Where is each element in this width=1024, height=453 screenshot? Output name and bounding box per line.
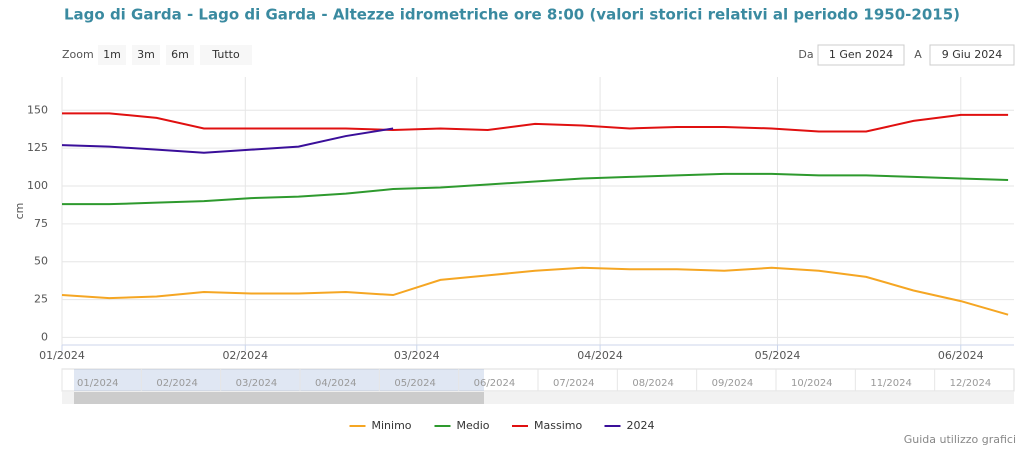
series-line <box>62 172 1009 206</box>
from-label: Da <box>798 48 813 61</box>
legend-label[interactable]: Massimo <box>534 419 582 432</box>
y-tick-label: 50 <box>34 255 48 268</box>
navigator-label: 06/2024 <box>474 378 516 389</box>
scrollbar-thumb[interactable] <box>74 392 484 404</box>
to-input[interactable] <box>929 44 1015 66</box>
navigator-label: 04/2024 <box>315 378 357 389</box>
x-tick-label: 02/2024 <box>222 349 268 362</box>
navigator-label: 03/2024 <box>236 378 278 389</box>
zoom-button[interactable] <box>98 45 126 65</box>
navigator-label: 02/2024 <box>156 378 198 389</box>
series-line <box>61 266 1009 316</box>
zoom-button-label[interactable]: 6m <box>171 48 189 61</box>
navigator-label: 10/2024 <box>791 378 833 389</box>
legend-label[interactable]: 2024 <box>627 419 655 432</box>
from-input[interactable] <box>817 44 905 66</box>
series-line <box>61 127 394 154</box>
navigator-selection[interactable] <box>74 369 484 391</box>
legend-label[interactable]: Medio <box>457 419 490 432</box>
series-line <box>62 112 1009 133</box>
navigator-label: 12/2024 <box>950 378 992 389</box>
y-tick-label: 0 <box>41 330 48 343</box>
navigator-label: 09/2024 <box>712 378 754 389</box>
zoom-button-label[interactable]: 3m <box>137 48 155 61</box>
from-date[interactable]: 1 Gen 2024 <box>829 48 893 61</box>
x-tick-label: 03/2024 <box>394 349 440 362</box>
zoom-button[interactable] <box>132 45 160 65</box>
zoom-button-label[interactable]: 1m <box>103 48 121 61</box>
to-date[interactable]: 9 Giu 2024 <box>942 48 1003 61</box>
y-tick-label: 100 <box>27 179 48 192</box>
zoom-button[interactable] <box>200 45 252 65</box>
navigator-label: 07/2024 <box>553 378 595 389</box>
chart-title: Lago di Garda - Lago di Garda - Altezze … <box>64 6 960 24</box>
navigator-label: 01/2024 <box>77 378 119 389</box>
x-tick-label: 05/2024 <box>755 349 801 362</box>
legend-label[interactable]: Minimo <box>372 419 412 432</box>
y-axis-label: cm <box>13 203 26 220</box>
x-tick-label: 04/2024 <box>577 349 623 362</box>
x-tick-label: 06/2024 <box>938 349 984 362</box>
zoom-label: Zoom <box>62 48 94 61</box>
y-tick-label: 25 <box>34 293 48 306</box>
navigator-label: 11/2024 <box>870 378 912 389</box>
navigator-label: 08/2024 <box>632 378 674 389</box>
zoom-button[interactable] <box>166 45 194 65</box>
navigator-label: 05/2024 <box>394 378 436 389</box>
to-label: A <box>914 48 922 61</box>
x-tick-label: 01/2024 <box>39 349 85 362</box>
y-tick-label: 150 <box>27 103 48 116</box>
zoom-button-label[interactable]: Tutto <box>211 48 240 61</box>
footer-link[interactable]: Guida utilizzo grafici <box>904 433 1016 446</box>
y-tick-label: 125 <box>27 141 48 154</box>
y-tick-label: 75 <box>34 217 48 230</box>
